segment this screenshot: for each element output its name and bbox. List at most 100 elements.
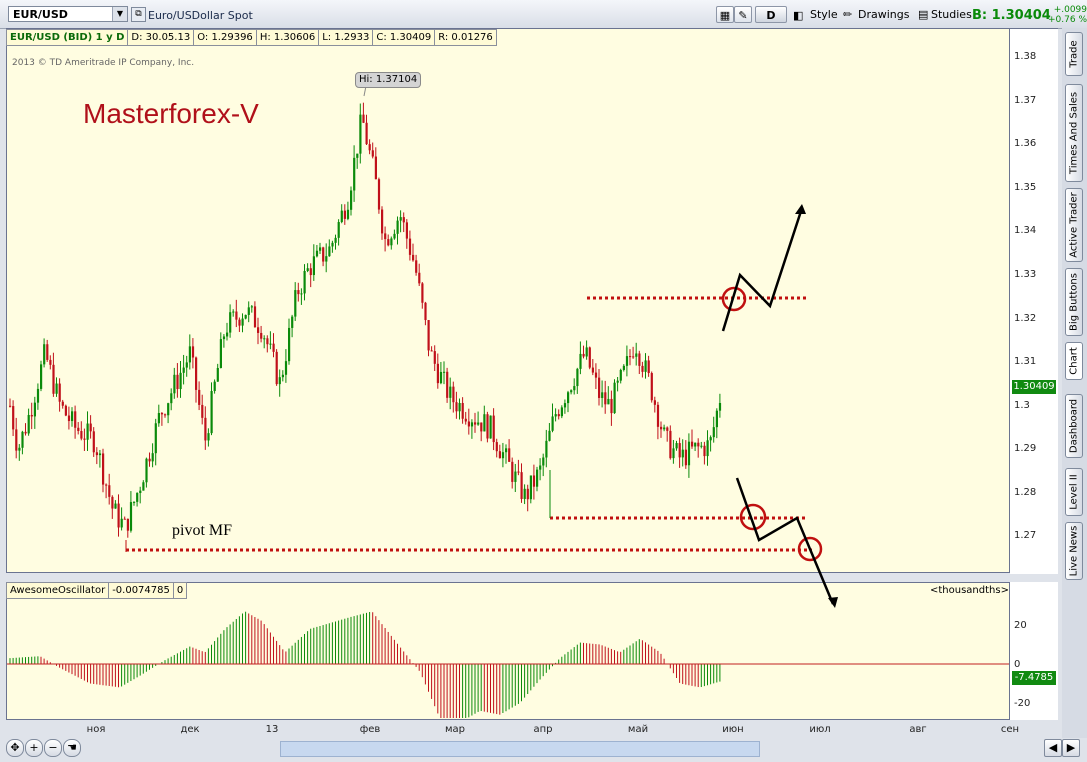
tools-icon[interactable]: ✎ (734, 6, 752, 23)
drawings-button[interactable]: Drawings (858, 8, 910, 21)
price-axis[interactable]: 1.38 1.37 1.36 1.35 1.34 1.33 1.32 1.31 … (1010, 28, 1058, 574)
sidebar-tab-times-and-sales[interactable]: Times And Sales (1065, 84, 1083, 182)
price-tick: 1.32 (1014, 313, 1037, 324)
candle-body (331, 242, 334, 247)
candle-body (346, 209, 350, 219)
candle-body (393, 233, 396, 239)
info-range: R: 0.01276 (434, 29, 497, 46)
candle-body (700, 445, 703, 447)
candle-body (74, 411, 77, 428)
candle-body (207, 433, 210, 441)
candle-body (253, 306, 257, 328)
symbol-dropdown-icon[interactable]: ▼ (112, 7, 127, 21)
scroll-left-icon[interactable]: ◀ (1044, 739, 1062, 757)
candle-body (371, 150, 374, 157)
oscillator-histogram (9, 611, 721, 718)
price-tick: 1.36 (1014, 138, 1037, 149)
osc-tick: -20 (1014, 698, 1031, 709)
candle-body (154, 423, 157, 454)
month-label: фев (359, 724, 381, 735)
info-high: H: 1.30606 (255, 29, 320, 46)
candle-body (709, 437, 712, 441)
candle-body (551, 416, 554, 431)
time-scrollbar[interactable] (280, 741, 760, 757)
candle-body (179, 372, 182, 390)
oscillator-axis[interactable]: 20 0 -20 (1010, 582, 1058, 720)
pivot-label: pivot MF (172, 522, 233, 539)
candle-body (489, 415, 492, 439)
sidebar-tab-chart[interactable]: Chart (1065, 342, 1083, 380)
breakout-circle-down (797, 536, 823, 562)
price-tick: 1.27 (1014, 530, 1037, 541)
arrow-up-icon (795, 204, 806, 214)
time-axis[interactable]: ноя дек 13 фев мар апр май июн июл авг с… (0, 720, 1060, 738)
candle-body (182, 367, 185, 373)
price-tick: 1.28 (1014, 487, 1037, 498)
current-price-badge: 1.30409 (1012, 380, 1056, 394)
candle-body (340, 210, 343, 223)
price-tick: 1.34 (1014, 225, 1037, 236)
candle-body (139, 490, 142, 494)
candle-body (43, 344, 46, 365)
candle-body (145, 458, 148, 483)
grid-icon[interactable]: ▦ (716, 6, 734, 23)
candle-body (638, 353, 641, 366)
candle-body (120, 518, 123, 528)
candle-body (449, 386, 452, 398)
period-button[interactable]: D (755, 6, 787, 23)
candle-body (297, 290, 300, 295)
studies-button[interactable]: Studies (931, 8, 972, 21)
candle-body (570, 390, 573, 393)
candle-body (532, 475, 536, 487)
candle-body (703, 445, 706, 457)
candle-body (622, 365, 625, 370)
candle-body (108, 485, 111, 497)
candle-body (573, 386, 576, 391)
candle-body (421, 283, 424, 303)
annotation-title: Masterforex-V (83, 98, 259, 129)
candle-body (353, 157, 356, 191)
price-chart-panel[interactable] (6, 28, 1010, 573)
link-icon[interactable]: ⧉ (131, 7, 146, 22)
candle-body (560, 407, 563, 417)
candle-body (229, 312, 232, 333)
candle-body (102, 453, 105, 485)
candle-body (461, 403, 464, 419)
studies-icon: ▤ (918, 8, 929, 21)
zoom-out-icon[interactable]: − (44, 739, 62, 757)
symbol-input[interactable]: EUR/USD ▼ (8, 6, 128, 22)
style-button[interactable]: Style (810, 8, 838, 21)
candle-body (164, 414, 167, 416)
oscillator-units: <thousandths> (930, 585, 1009, 596)
scroll-right-icon[interactable]: ▶ (1062, 739, 1080, 757)
oscillator-name[interactable]: AwesomeOscillator (6, 582, 110, 599)
hand-icon[interactable]: ☚ (63, 739, 81, 757)
oscillator-panel[interactable] (6, 582, 1010, 720)
candle-body (77, 427, 80, 431)
candle-body (505, 448, 508, 453)
candle-body (235, 311, 238, 320)
sidebar-tab-level-ii[interactable]: Level II (1065, 468, 1083, 516)
candle-body (567, 392, 570, 404)
candle-body (563, 403, 567, 408)
candle-body (678, 443, 681, 458)
candle-body (275, 351, 278, 385)
candle-body (86, 423, 89, 440)
candle-body (718, 402, 722, 411)
candle-body (526, 488, 529, 500)
zoom-in-icon[interactable]: + (25, 739, 43, 757)
candle-body (210, 391, 213, 434)
sidebar-tab-live-news[interactable]: Live News (1065, 522, 1083, 580)
high-price-label: Hi: 1.37104 (355, 72, 422, 88)
candle-body (83, 438, 86, 440)
candle-body (694, 442, 697, 447)
candle-body (529, 475, 532, 500)
sidebar-tab-dashboard[interactable]: Dashboard (1065, 394, 1083, 458)
sidebar-tab-big-buttons[interactable]: Big Buttons (1065, 268, 1083, 336)
candle-body (381, 209, 384, 234)
sidebar-tab-trade[interactable]: Trade (1065, 32, 1083, 76)
candle-body (443, 371, 446, 373)
sidebar-tab-active-trader[interactable]: Active Trader (1065, 188, 1083, 262)
pan-icon[interactable]: ✥ (6, 739, 24, 757)
candle-body (374, 156, 377, 180)
